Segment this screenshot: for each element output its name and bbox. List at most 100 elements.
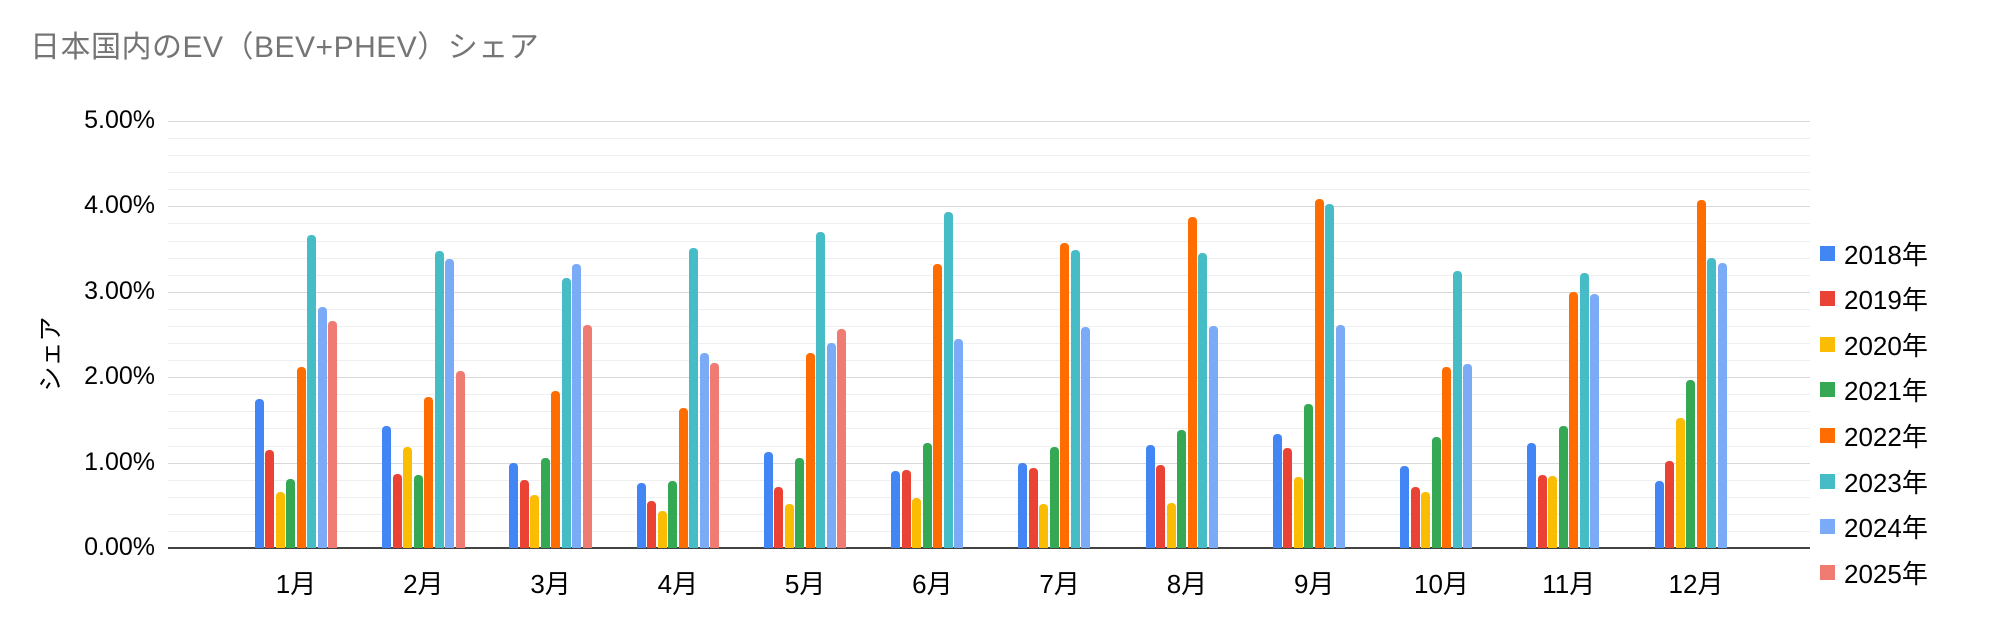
bar-2024年-7月 bbox=[1081, 326, 1091, 548]
gridline-minor bbox=[168, 189, 1810, 191]
gridline-minor bbox=[168, 428, 1810, 430]
x-tick-label: 11月 bbox=[1542, 569, 1596, 599]
bar-2020年-10月 bbox=[1421, 491, 1431, 548]
gridline-minor bbox=[168, 445, 1810, 447]
legend-swatch-2022年 bbox=[1820, 427, 1835, 443]
gridline-minor bbox=[168, 325, 1810, 327]
bar-2021年-3月 bbox=[540, 458, 550, 548]
bar-2020年-7月 bbox=[1039, 504, 1049, 548]
bar-2019年-10月 bbox=[1410, 486, 1420, 548]
legend-label-2018年: 2018年 bbox=[1844, 239, 1928, 270]
y-tick-label: 0.00% bbox=[84, 533, 155, 561]
legend-item-2024年: 2024年 bbox=[1820, 504, 1928, 550]
legend-swatch-2019年 bbox=[1820, 291, 1835, 307]
bar-2021年-1月 bbox=[286, 478, 296, 548]
gridline-minor bbox=[168, 411, 1810, 413]
bar-2024年-5月 bbox=[826, 343, 836, 548]
bar-2024年-10月 bbox=[1463, 363, 1473, 548]
bar-2023年-4月 bbox=[689, 248, 699, 548]
bar-2024年-9月 bbox=[1335, 325, 1345, 548]
bar-2023年-8月 bbox=[1198, 252, 1208, 548]
gridline-minor bbox=[168, 223, 1810, 225]
bar-2020年-3月 bbox=[530, 495, 540, 548]
bar-2020年-5月 bbox=[784, 504, 794, 548]
bar-2024年-6月 bbox=[954, 338, 964, 548]
bar-2023年-5月 bbox=[816, 232, 826, 548]
bar-2021年-8月 bbox=[1177, 430, 1187, 548]
x-tick-label: 8月 bbox=[1166, 569, 1208, 599]
legend-item-2021年: 2021年 bbox=[1820, 367, 1928, 413]
bar-2024年-8月 bbox=[1208, 325, 1218, 548]
x-tick-label: 4月 bbox=[657, 569, 699, 599]
gridline-minor bbox=[168, 343, 1810, 345]
bar-2021年-6月 bbox=[922, 442, 932, 548]
legend-item-2025年: 2025年 bbox=[1820, 549, 1928, 595]
x-tick-label: 12月 bbox=[1668, 569, 1724, 599]
bar-2022年-5月 bbox=[805, 353, 815, 548]
bar-2025年-2月 bbox=[455, 371, 465, 548]
bar-2023年-10月 bbox=[1452, 271, 1462, 548]
bar-2020年-2月 bbox=[403, 447, 413, 548]
gridline-major bbox=[168, 206, 1810, 208]
bar-2019年-8月 bbox=[1156, 465, 1166, 548]
bar-2024年-3月 bbox=[572, 263, 582, 548]
legend-item-2019年: 2019年 bbox=[1820, 276, 1928, 322]
bar-2020年-1月 bbox=[275, 492, 285, 548]
bar-2019年-6月 bbox=[901, 470, 911, 548]
bar-2024年-2月 bbox=[445, 259, 455, 548]
bar-2025年-5月 bbox=[837, 329, 847, 548]
legend-label-2025年: 2025年 bbox=[1844, 558, 1928, 589]
legend-swatch-2024年 bbox=[1820, 519, 1835, 535]
bar-2024年-1月 bbox=[317, 307, 327, 548]
legend-swatch-2018年 bbox=[1820, 245, 1835, 261]
bar-2021年-11月 bbox=[1558, 425, 1568, 548]
gridline-major bbox=[168, 462, 1810, 464]
y-tick-label: 1.00% bbox=[84, 447, 155, 476]
bar-2022年-2月 bbox=[424, 396, 434, 548]
legend-swatch-2021年 bbox=[1820, 382, 1835, 398]
legend-label-2019年: 2019年 bbox=[1844, 285, 1928, 316]
bar-2024年-11月 bbox=[1590, 293, 1600, 548]
legend-item-2022年: 2022年 bbox=[1820, 412, 1928, 458]
legend-swatch-2025年 bbox=[1820, 564, 1835, 580]
bar-2023年-3月 bbox=[561, 278, 571, 548]
bar-2022年-7月 bbox=[1060, 243, 1070, 548]
legend-item-2020年: 2020年 bbox=[1820, 321, 1928, 367]
bar-2021年-5月 bbox=[795, 458, 805, 548]
bar-2019年-3月 bbox=[519, 479, 529, 548]
bar-2020年-6月 bbox=[912, 497, 922, 548]
gridline-minor bbox=[168, 479, 1810, 481]
bar-2018年-4月 bbox=[636, 483, 646, 548]
gridline-minor bbox=[168, 308, 1810, 310]
x-tick-label: 7月 bbox=[1039, 569, 1080, 599]
chart-title: 日本国内のEV（BEV+PHEV）シェア bbox=[30, 31, 540, 64]
gridline-minor bbox=[168, 155, 1810, 157]
y-tick-label: 2.00% bbox=[84, 362, 155, 391]
bar-2023年-6月 bbox=[943, 212, 953, 548]
bar-2018年-9月 bbox=[1272, 433, 1282, 548]
bar-2021年-7月 bbox=[1049, 447, 1059, 548]
bar-2022年-8月 bbox=[1187, 216, 1197, 548]
bar-2021年-4月 bbox=[668, 480, 678, 548]
x-tick-label: 3月 bbox=[530, 569, 571, 599]
bar-2020年-4月 bbox=[657, 511, 667, 548]
bar-2023年-11月 bbox=[1579, 273, 1589, 548]
gridline-major bbox=[168, 291, 1810, 293]
bar-2019年-2月 bbox=[392, 473, 402, 548]
x-axis-line bbox=[168, 547, 1810, 549]
bar-2018年-12月 bbox=[1654, 480, 1664, 548]
bar-2022年-9月 bbox=[1314, 198, 1324, 548]
bar-2018年-10月 bbox=[1400, 466, 1410, 548]
legend-label-2021年: 2021年 bbox=[1844, 376, 1928, 407]
bar-2022年-1月 bbox=[296, 366, 306, 548]
x-tick-label: 1月 bbox=[275, 569, 317, 599]
bar-2020年-8月 bbox=[1166, 502, 1176, 548]
gridline-minor bbox=[168, 257, 1810, 259]
gridline-minor bbox=[168, 394, 1810, 396]
bar-2018年-1月 bbox=[254, 398, 264, 548]
x-tick-label: 9月 bbox=[1293, 569, 1335, 599]
legend-item-2018年: 2018年 bbox=[1820, 230, 1928, 276]
bar-2021年-2月 bbox=[413, 474, 423, 548]
legend-item-2023年: 2023年 bbox=[1820, 458, 1928, 504]
